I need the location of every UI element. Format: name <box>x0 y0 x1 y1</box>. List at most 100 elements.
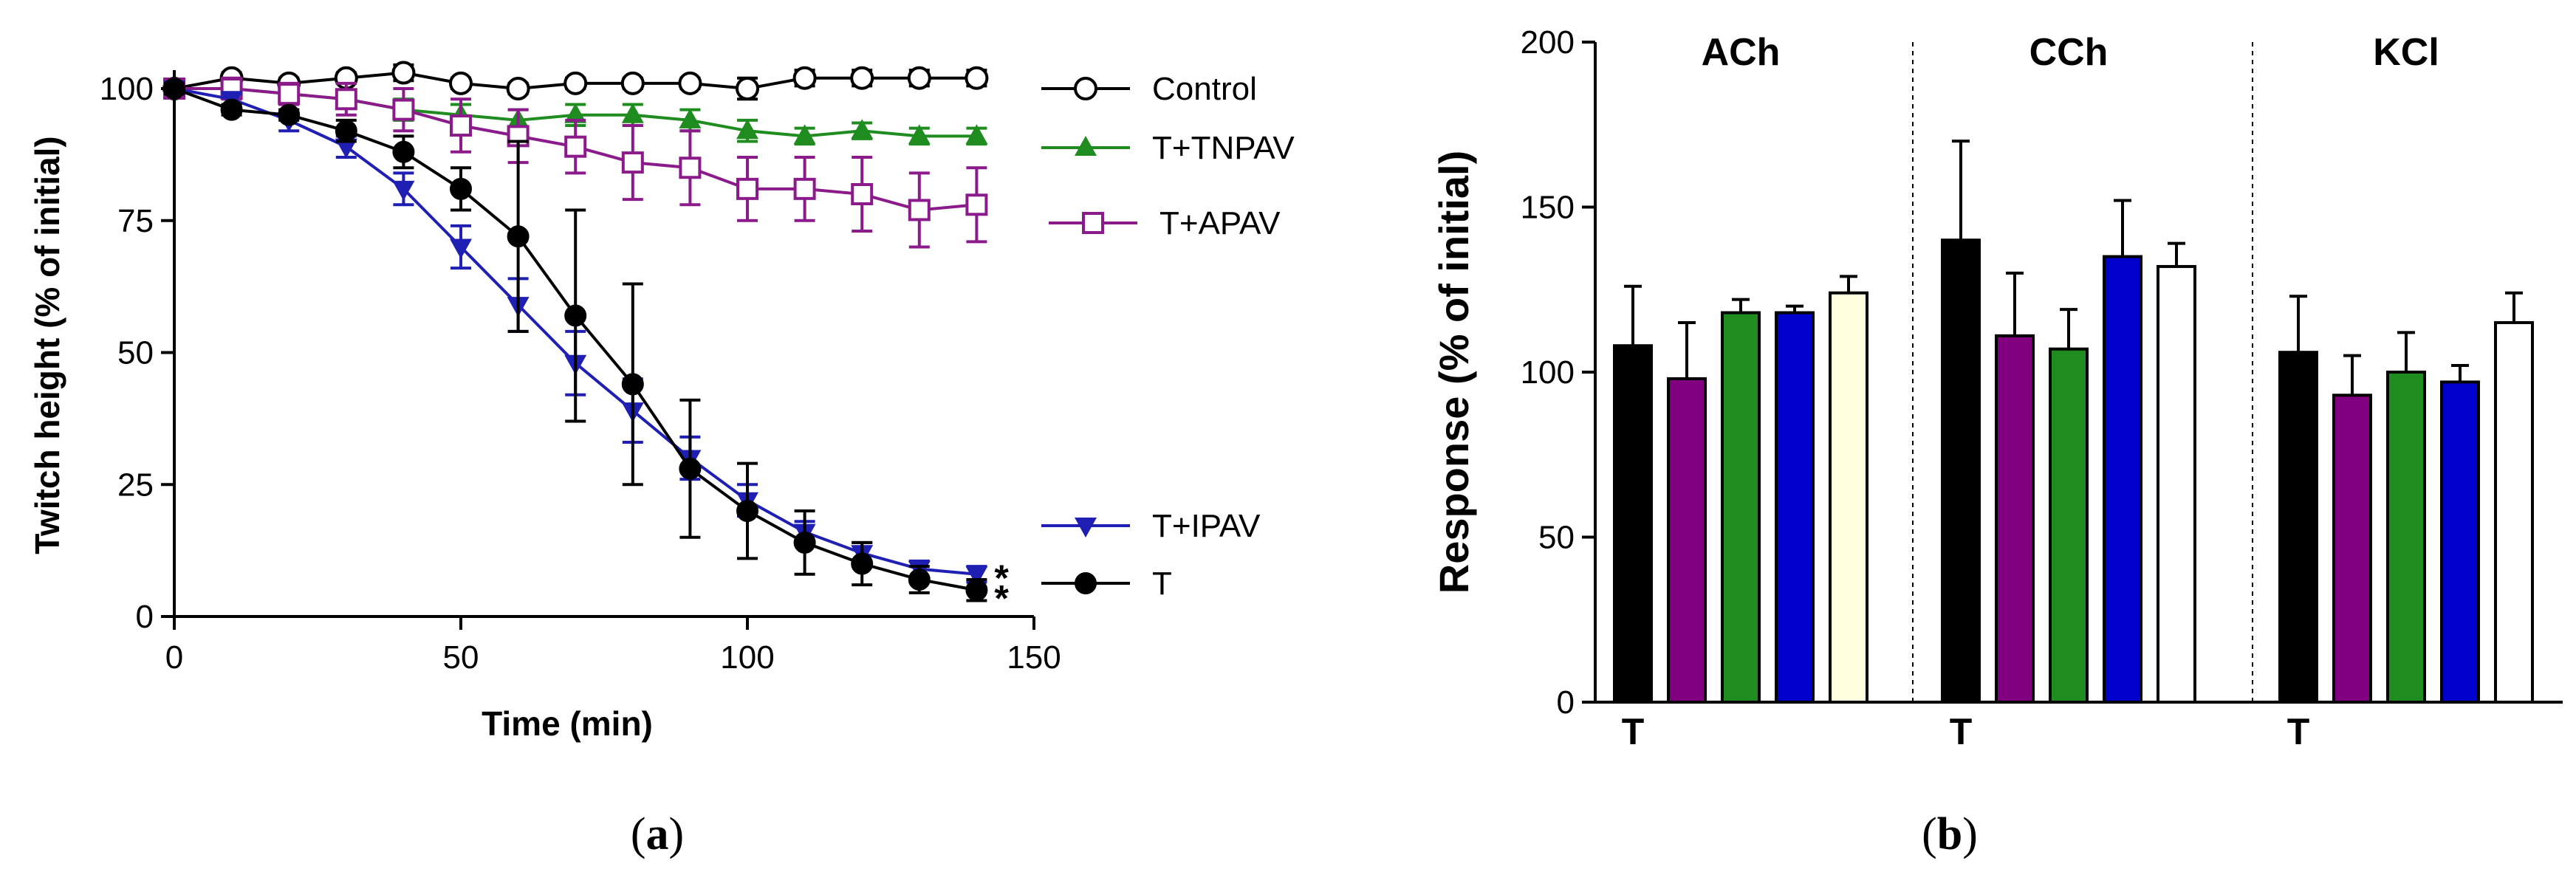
panel-b-label: (b) <box>1922 809 1978 859</box>
x-tick-label: 50 <box>443 639 479 676</box>
y-tick-label: 50 <box>117 335 154 371</box>
bar-group-ach: ACh T <box>1613 31 1868 752</box>
data-point <box>220 98 243 121</box>
bar <box>2332 394 2372 704</box>
y-tick-label: 150 <box>1521 190 1575 226</box>
x-tick-label: 0 <box>165 639 183 676</box>
y-tick-label: 0 <box>1557 684 1575 721</box>
bar <box>1829 291 1868 704</box>
data-point <box>621 373 644 396</box>
legend-marker <box>1082 212 1104 234</box>
data-point <box>621 103 644 123</box>
x-tick-label: 150 <box>1007 639 1061 676</box>
data-point <box>908 199 931 221</box>
data-point <box>851 119 874 140</box>
bar <box>1721 311 1761 704</box>
data-point <box>391 61 416 85</box>
data-point <box>392 140 415 163</box>
bar-label: T <box>1950 711 1973 752</box>
y-tick-label: 0 <box>136 599 154 635</box>
data-point <box>335 88 357 111</box>
data-point <box>736 177 758 200</box>
legend-marker <box>1074 77 1097 100</box>
data-point <box>506 77 530 100</box>
y-axis-title: Twitch height (% of initial) <box>28 136 66 554</box>
panel-a-line-chart: 0 25 50 75 100 0 50 100 150 Time (min) Twitch heig… <box>28 61 1295 743</box>
data-point <box>850 66 874 90</box>
data-point <box>620 71 645 95</box>
group-label: KCl <box>2373 31 2439 74</box>
data-point <box>679 457 702 480</box>
bar <box>1995 334 2035 704</box>
significance-asterisk: * <box>994 557 1009 599</box>
bar-label: T <box>1622 711 1645 752</box>
bar-group-kcl: KCl T <box>2278 31 2534 752</box>
bar-group-cch: CCh T <box>1941 31 2196 752</box>
legend-marker <box>1075 572 1097 594</box>
data-point <box>450 238 472 259</box>
bar-label: T <box>2287 711 2310 752</box>
data-point <box>564 135 587 158</box>
bar <box>1667 377 1707 704</box>
bar <box>2049 347 2089 704</box>
group-label: ACh <box>1702 31 1781 74</box>
data-point <box>278 83 301 106</box>
data-point <box>335 120 357 142</box>
bar <box>2103 255 2142 704</box>
bar <box>2278 351 2318 704</box>
data-point <box>678 71 702 95</box>
data-point <box>965 193 988 216</box>
data-point <box>736 77 759 100</box>
significance-asterisk: * <box>994 577 1009 619</box>
series-t-apav <box>163 76 988 249</box>
data-point <box>965 579 988 602</box>
data-point <box>793 124 816 145</box>
series-t <box>163 78 988 602</box>
data-point <box>564 304 587 327</box>
data-point <box>621 151 644 174</box>
data-point <box>392 98 415 121</box>
legend-marker <box>1075 136 1097 156</box>
y-axis-title: Response (% of initial) <box>1431 151 1477 594</box>
data-point <box>449 71 473 95</box>
data-point <box>965 66 989 90</box>
x-axis-title: Time (min) <box>482 704 653 743</box>
data-point <box>851 183 874 205</box>
data-point <box>392 180 415 201</box>
data-point <box>792 66 817 90</box>
y-tick-label: 25 <box>117 467 154 503</box>
legend-label: T <box>1152 566 1172 602</box>
legend-marker <box>1075 518 1097 537</box>
data-point <box>679 157 702 179</box>
group-label: CCh <box>2029 31 2109 74</box>
data-point <box>450 177 472 200</box>
data-point <box>908 124 931 145</box>
data-point <box>163 78 185 100</box>
bar <box>1613 344 1653 704</box>
y-tick-label: 75 <box>117 203 154 239</box>
bar <box>2440 380 2480 704</box>
panel-a-label: (a) <box>631 809 684 859</box>
data-point <box>564 103 587 123</box>
data-point <box>736 500 758 522</box>
data-point <box>564 71 588 95</box>
y-tick-label: 100 <box>100 71 154 107</box>
data-point <box>793 531 816 554</box>
data-point <box>679 108 702 128</box>
y-tick-label: 200 <box>1521 24 1575 61</box>
x-tick-label: 100 <box>720 639 774 676</box>
legend-label: T+APAV <box>1159 205 1281 241</box>
bar <box>2494 320 2534 704</box>
legend-label: Control <box>1152 71 1257 107</box>
data-point <box>851 552 874 575</box>
y-tick-label: 100 <box>1521 354 1575 391</box>
data-point <box>278 103 301 126</box>
legend-label: T+TNPAV <box>1152 130 1295 166</box>
data-point <box>507 225 530 248</box>
y-tick-label: 50 <box>1538 520 1575 556</box>
data-point <box>335 138 357 159</box>
data-point <box>736 119 758 140</box>
data-point <box>965 124 988 145</box>
